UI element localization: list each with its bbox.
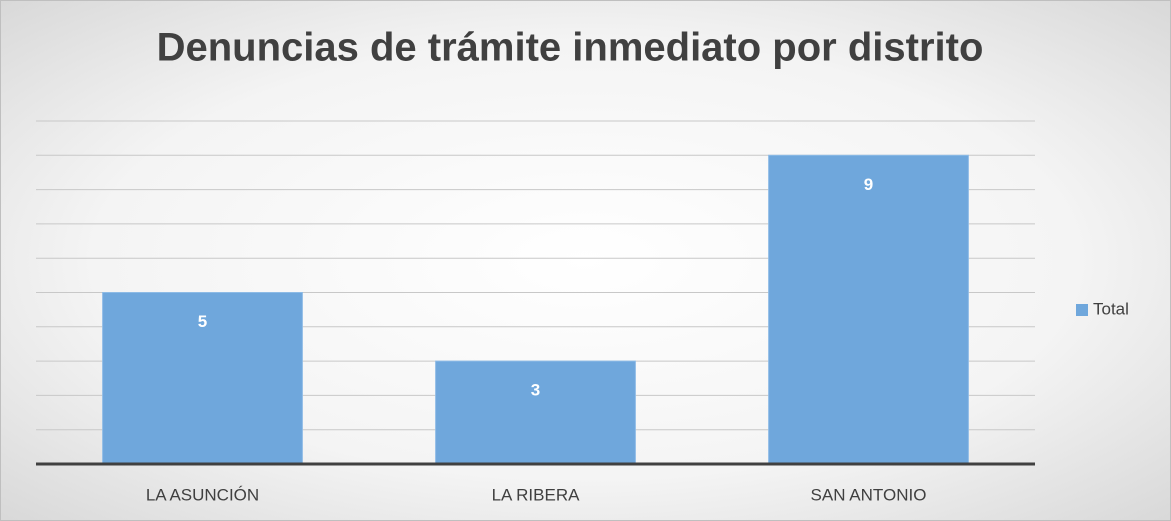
data-label: 3 bbox=[531, 381, 540, 400]
x-tick-label: LA RIBERA bbox=[492, 485, 581, 504]
data-label: 5 bbox=[198, 312, 207, 331]
legend-label: Total bbox=[1093, 299, 1129, 318]
bar bbox=[102, 292, 303, 465]
x-tick-label: LA ASUNCIÓN bbox=[146, 485, 259, 504]
legend-swatch bbox=[1076, 304, 1088, 316]
bar bbox=[435, 360, 636, 465]
data-label: 9 bbox=[864, 175, 873, 194]
x-tick-label: SAN ANTONIO bbox=[811, 485, 927, 504]
chart-title: Denuncias de trámite inmediato por distr… bbox=[157, 26, 984, 70]
bar bbox=[768, 154, 969, 465]
